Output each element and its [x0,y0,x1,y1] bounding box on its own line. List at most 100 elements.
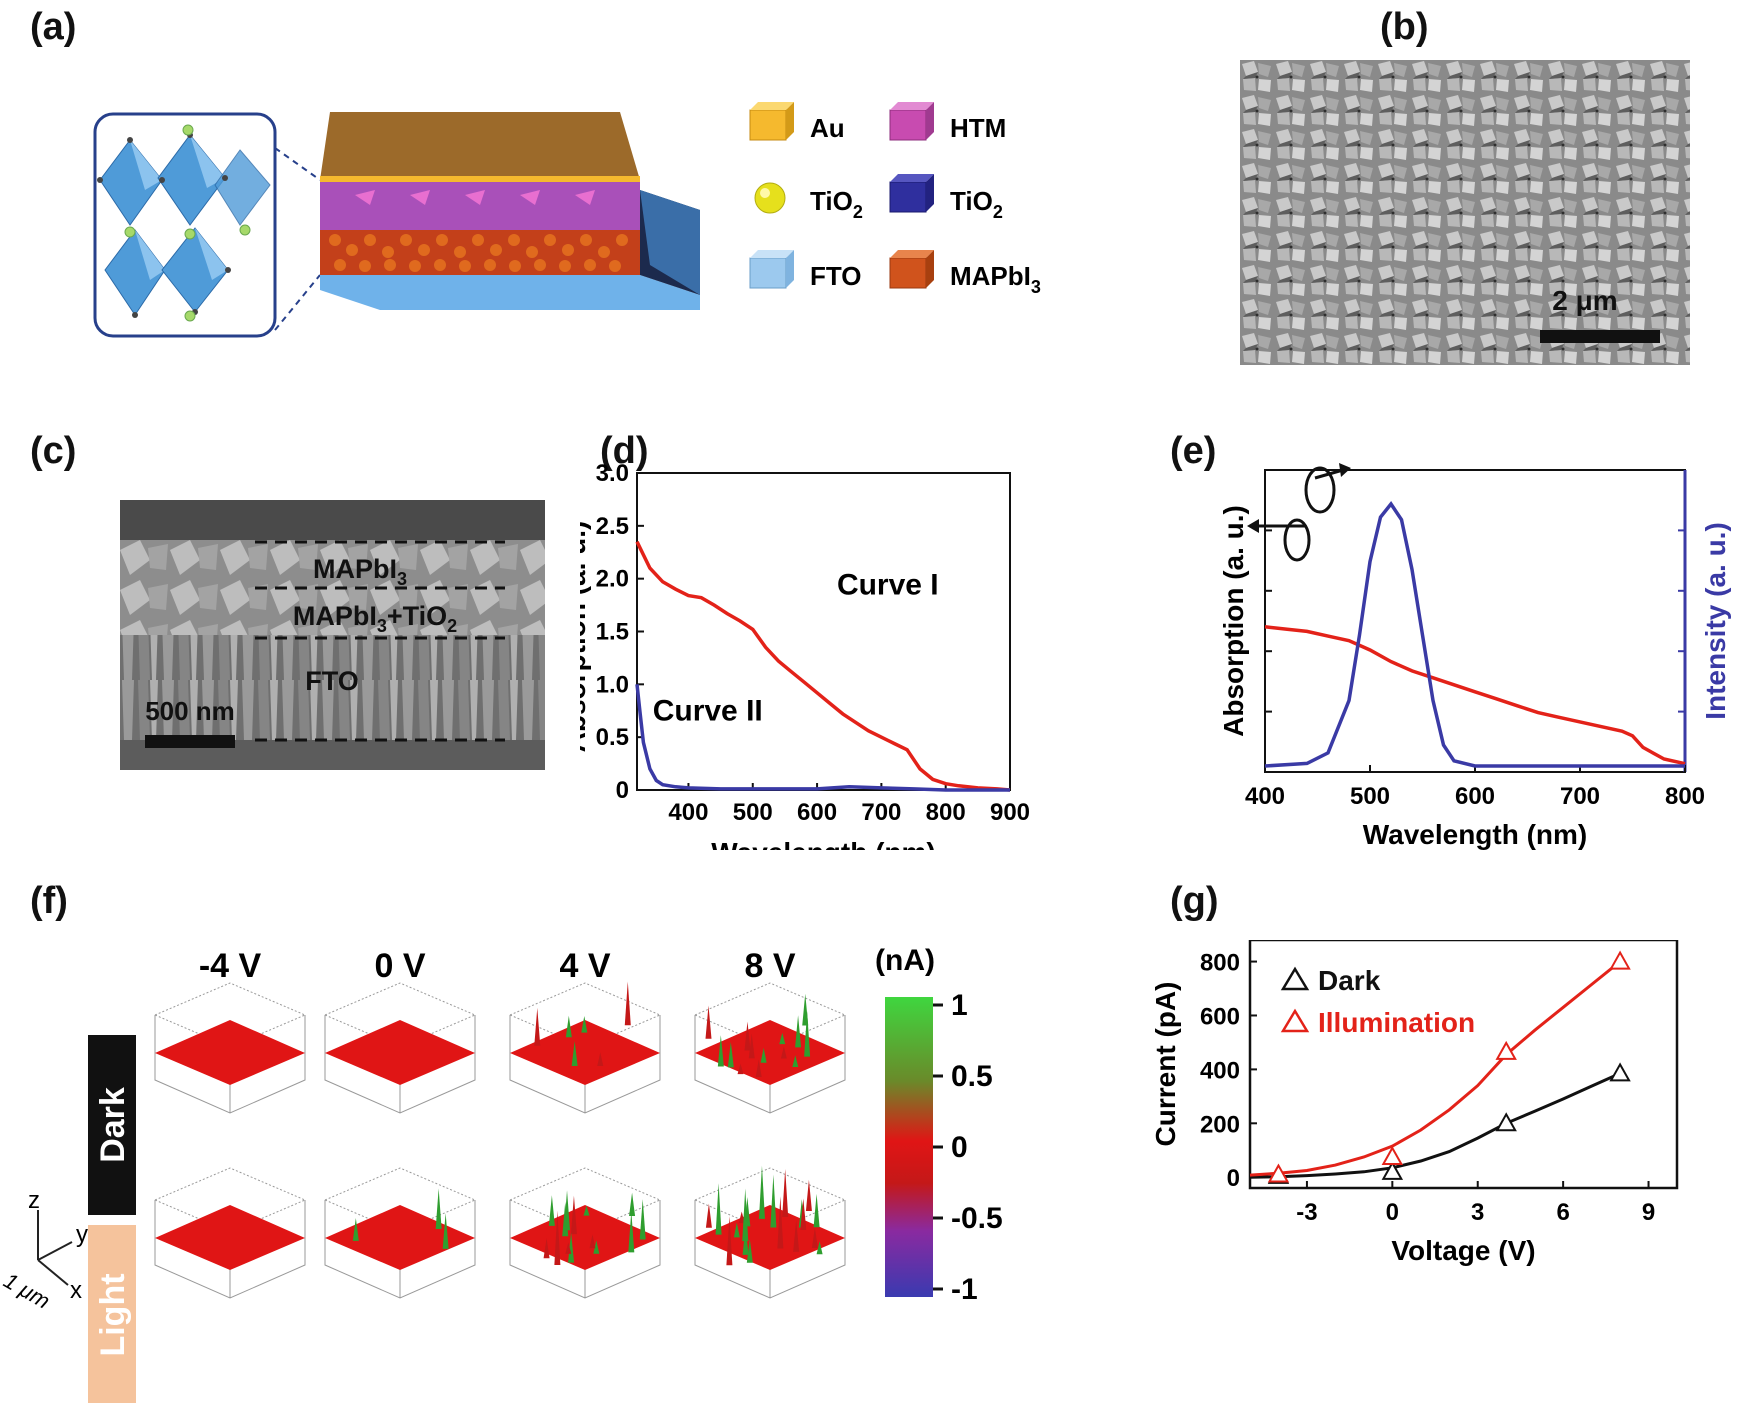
legend-illumination: Illumination [1318,1007,1475,1038]
series-absorption [1264,625,1686,766]
x-tick-label: 3 [1471,1199,1484,1226]
current-spike [564,1190,571,1231]
current-spike [570,1195,577,1235]
x-tick-label: 400 [1245,783,1285,810]
layer-mapbi3-tio2: MAPbI3+TiO2 [293,601,457,636]
column-header: 0 V [374,947,425,985]
current-spike [813,1193,820,1228]
y-tick-label: 600 [1200,1003,1240,1030]
legend-marker [1280,966,1310,991]
point-illumination [1609,950,1631,970]
x-axis [37,1259,69,1286]
surface-map [693,982,847,1114]
colorbar-tick-label: -0.5 [951,1202,1003,1235]
current-spike [726,1215,733,1266]
current-spike [804,1010,811,1057]
y-tick-label: 0.5 [596,724,629,751]
current-spike [565,1242,572,1254]
current-spike [792,1055,799,1068]
chart-d-absorption: 400 500 600 700 800 900 0 0.5 1.0 1.5 2.0 2.5 3.0 Cur… [580,460,1030,850]
panel-g-label: (g) [1170,880,1219,922]
left-axis-indicator [1283,518,1311,562]
surface [155,1020,305,1085]
point-dark [1495,1112,1517,1132]
chart-g-iv: -3 0 3 6 9 0 200 400 600 800 Dark Illumination Volta… [1150,940,1679,1266]
x-axis-label: Voltage (V) [1391,1235,1535,1266]
x-tick-label: 800 [926,799,966,826]
legend-dark: Dark [1318,965,1381,996]
panel-d-label: (d) [600,430,649,472]
colorbar-tick-label: 1 [951,989,968,1022]
axes-glyph: z y x 1 μm [0,1187,88,1314]
y-tick-label: 0 [616,777,629,804]
series-curve-i [635,540,1011,792]
y-axis [37,1241,73,1261]
surface-map [508,981,662,1114]
surface-map [693,1165,847,1299]
plot-frame [636,472,1011,791]
row-label-box [88,1035,136,1215]
chart-e-absorption-intensity: 400 500 600 700 800 Wavelength (nm) Absorption… [1218,463,1731,850]
current-spike [748,1033,755,1059]
layer-fto: FTO [305,666,359,696]
current-spike [705,1005,712,1039]
current-spike [589,1234,596,1249]
y-tick-label: 2.5 [596,513,629,540]
x-tick-label: 700 [1560,783,1600,810]
series-intensity [1264,501,1685,768]
current-spike [565,1015,572,1038]
x-tick-label: 400 [668,799,708,826]
current-spike [442,1213,449,1249]
y-tick-label: 1.5 [596,619,629,646]
current-spike [738,1211,745,1224]
current-spike [793,1219,800,1252]
y-tick-label: 0 [1227,1165,1240,1192]
x-tick-label: 6 [1556,1199,1569,1226]
current-maps: -4 V 0 V 4 V 8 V Dark Light (nA) 1 0.5 0 -0.5 -1 z y x… [0,944,1003,1403]
material-legend: Au HTM TiO2 TiO2 FTO M [749,102,1041,297]
plot-frame [1248,940,1679,1190]
scale-label: 1 μm [0,1268,54,1314]
current-spike [727,1041,734,1068]
legend-tio2-block: TiO2 [950,186,1003,222]
current-spike [779,1032,786,1045]
current-spike [811,1227,818,1249]
y-tick-label: 3.0 [596,460,629,487]
layer-boundaries [255,540,505,742]
point-illumination [1495,1040,1517,1060]
current-spike [581,1016,588,1033]
panel-e-label: (e) [1170,430,1217,472]
panel-f-label: (f) [30,880,68,922]
x-axis-label: Wavelength (nm) [711,837,936,850]
column-header: 8 V [744,947,795,985]
right-axis-indicator [1304,466,1336,514]
current-spike [816,1241,823,1255]
current-spike [755,1059,762,1077]
row-label-dark: Dark [94,1087,132,1163]
surface-map [508,1167,662,1299]
surface [325,1020,475,1085]
scalebar-label: 2 μm [1552,285,1617,316]
fit-dark [1249,1072,1621,1179]
surface [325,1205,475,1270]
current-spike [715,1183,722,1235]
colorbar-tick-label: 0 [951,1131,968,1164]
series-curve-ii [635,684,1010,792]
panel-b-label: (b) [1380,6,1429,48]
current-spike [593,1240,600,1254]
current-spike [571,1041,578,1067]
legend-htm: HTM [950,113,1006,143]
surface [510,1020,660,1085]
x-tick-label: 900 [990,799,1030,826]
surface-map [153,1167,307,1299]
left-arrowhead [1247,519,1259,533]
current-spike [554,1210,561,1266]
current-spike [583,1205,590,1216]
row-label-box [88,1225,136,1403]
current-spike [800,1198,807,1230]
colorbar-tick-label: 0.5 [951,1060,993,1093]
current-spike [782,1168,789,1218]
surface-map [153,982,307,1114]
layer-mapbi3: MAPbI3 [313,554,407,589]
plot-frame [1264,469,1686,773]
